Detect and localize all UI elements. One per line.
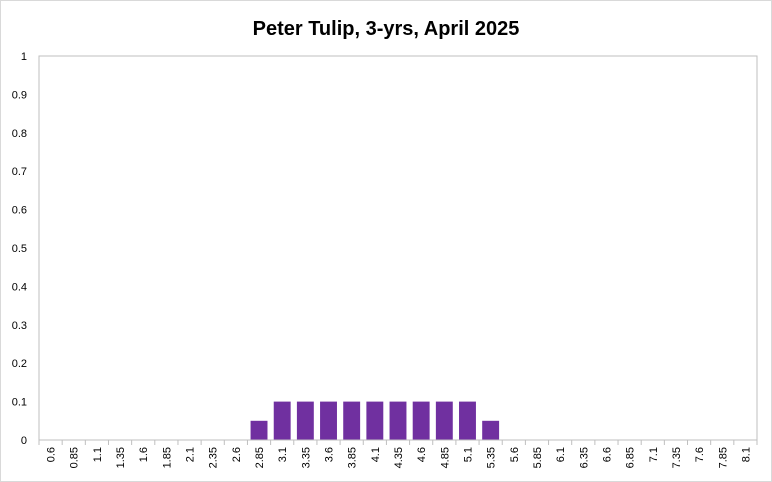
- x-tick-label: 1.1: [92, 447, 104, 462]
- bar: [482, 420, 500, 440]
- y-tick-label: 0: [21, 435, 27, 447]
- x-axis: 0.6 0.85 1.1 1.35 1.6 1.85 2.1 2.35 2.6 2.85 3.1 3.…: [38, 439, 758, 468]
- bar: [343, 401, 361, 440]
- plot-border: [38, 55, 758, 441]
- y-axis: 0 0.1 0.2 0.3 0.4 0.5 0.6 0.7 0.8 0.9 1: [12, 51, 27, 447]
- x-tick-label: 7.1: [648, 447, 660, 462]
- x-tick-label: 3.85: [347, 447, 359, 468]
- x-tick-label: 4.85: [439, 447, 451, 468]
- y-tick-label: 0.5: [12, 243, 27, 255]
- bar: [366, 401, 384, 440]
- x-tick-label: 4.1: [370, 447, 382, 462]
- x-tick-label: 6.85: [625, 447, 637, 468]
- x-tick-label: 3.1: [277, 447, 289, 462]
- x-tick-label: 1.35: [115, 447, 127, 468]
- x-tick-label: 1.6: [138, 447, 150, 462]
- x-tick-label: 5.35: [486, 447, 498, 468]
- x-tick-label: 7.85: [717, 447, 729, 468]
- x-tick-label: 2.1: [185, 447, 197, 462]
- x-tick-label: 4.6: [416, 447, 428, 462]
- y-tick-label: 0.7: [12, 166, 27, 178]
- y-tick-label: 0.9: [12, 89, 27, 101]
- bar: [389, 401, 407, 440]
- bar: [273, 401, 291, 440]
- chart-title: Peter Tulip, 3-yrs, April 2025: [252, 18, 520, 40]
- x-tick-label: 5.1: [462, 447, 474, 462]
- y-tick-label: 0.4: [12, 281, 27, 293]
- x-tick-label: 2.35: [208, 447, 220, 468]
- plot-area: [38, 55, 758, 441]
- y-tick-label: 0.3: [12, 320, 27, 332]
- x-tick-label: 7.35: [671, 447, 683, 468]
- y-tick-label: 0.2: [12, 358, 27, 370]
- bar: [412, 401, 430, 440]
- bars: [250, 401, 500, 440]
- x-tick-label: 7.6: [694, 447, 706, 462]
- x-tick-label: 8.1: [740, 447, 752, 462]
- x-tick-label: 6.35: [578, 447, 590, 468]
- x-tick-label: 2.6: [231, 447, 243, 462]
- bar: [435, 401, 453, 440]
- x-tick-label: 3.6: [324, 447, 336, 462]
- x-tick-label: 1.85: [161, 447, 173, 468]
- bar: [320, 401, 337, 440]
- x-tick-label: 0.85: [69, 447, 81, 468]
- x-tick-label: 5.6: [509, 447, 521, 462]
- x-tick-label: 6.6: [601, 447, 613, 462]
- bar: [250, 420, 268, 440]
- y-tick-label: 0.1: [12, 397, 27, 409]
- y-tick-label: 1: [21, 51, 27, 63]
- x-tick-label: 4.35: [393, 447, 405, 468]
- bar: [296, 401, 314, 440]
- y-tick-label: 0.6: [12, 205, 27, 217]
- x-tick-label: 2.85: [254, 447, 266, 468]
- bar: [459, 401, 476, 440]
- x-tick-label: 6.1: [555, 447, 567, 462]
- x-tick-label: 5.85: [532, 447, 544, 468]
- x-tick-label: 0.6: [46, 447, 58, 462]
- x-tick-label: 3.35: [300, 447, 312, 468]
- y-tick-label: 0.8: [12, 128, 27, 140]
